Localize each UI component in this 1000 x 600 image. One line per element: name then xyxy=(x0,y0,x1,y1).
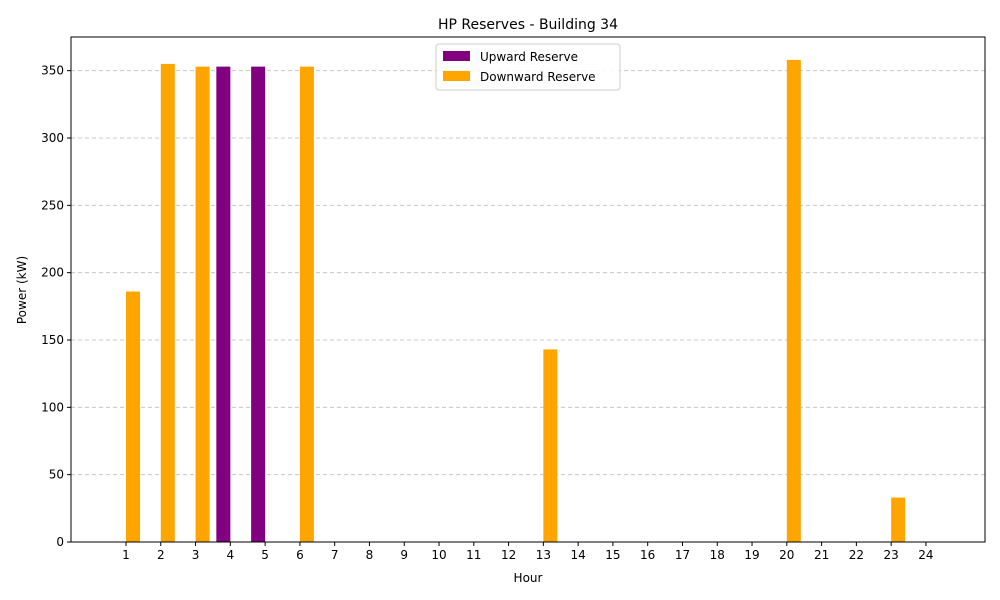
x-tick-label: 3 xyxy=(192,548,200,562)
x-tick-label: 1 xyxy=(122,548,130,562)
legend-label: Upward Reserve xyxy=(480,50,578,64)
x-tick-label: 2 xyxy=(157,548,165,562)
x-tick-label: 7 xyxy=(331,548,339,562)
x-tick-label: 13 xyxy=(536,548,551,562)
downward-reserve-bar xyxy=(299,66,314,543)
x-tick-label: 20 xyxy=(779,548,794,562)
y-tick-label: 300 xyxy=(41,131,64,145)
chart-title: HP Reserves - Building 34 xyxy=(438,17,618,33)
upward-reserve-bar xyxy=(216,66,231,543)
x-tick-label: 18 xyxy=(710,548,725,562)
x-tick-label: 19 xyxy=(744,548,759,562)
y-tick-label: 350 xyxy=(41,64,64,78)
downward-reserve-bar xyxy=(786,59,801,542)
downward-reserve-bar xyxy=(195,66,210,543)
x-tick-label: 23 xyxy=(884,548,899,562)
downward-reserve-bar xyxy=(543,349,558,542)
x-tick-label: 9 xyxy=(400,548,408,562)
x-tick-label: 11 xyxy=(466,548,481,562)
x-tick-label: 6 xyxy=(296,548,304,562)
x-tick-label: 12 xyxy=(501,548,516,562)
legend: Upward Reserve Downward Reserve xyxy=(435,43,621,91)
legend-swatch xyxy=(443,71,470,81)
legend-swatch xyxy=(443,51,470,61)
y-tick-label: 50 xyxy=(49,468,64,482)
legend-box xyxy=(435,43,621,91)
upward-reserve-bar xyxy=(251,66,266,543)
downward-reserve-bar xyxy=(160,63,175,542)
x-tick-label: 14 xyxy=(570,548,585,562)
y-axis-label: Power (kW) xyxy=(15,256,29,324)
x-tick-label: 15 xyxy=(605,548,620,562)
x-axis-ticks: 1 2 3 4 5 6 7 8 9 10 11 12 13 14 15 16 17 18 19 20 21 22 23 24 xyxy=(122,542,934,562)
y-tick-label: 100 xyxy=(41,400,64,414)
y-axis-ticks: 0 50 100 150 200 250 300 350 xyxy=(41,64,71,549)
downward-reserve-bar xyxy=(891,497,906,542)
x-tick-label: 4 xyxy=(227,548,235,562)
x-tick-label: 8 xyxy=(366,548,374,562)
y-tick-label: 0 xyxy=(56,535,64,549)
x-tick-label: 21 xyxy=(814,548,829,562)
x-tick-label: 24 xyxy=(918,548,933,562)
x-tick-label: 10 xyxy=(431,548,446,562)
x-tick-label: 5 xyxy=(261,548,269,562)
y-tick-label: 150 xyxy=(41,333,64,347)
x-tick-label: 22 xyxy=(849,548,864,562)
y-tick-label: 250 xyxy=(41,198,64,212)
x-tick-label: 16 xyxy=(640,548,655,562)
y-tick-label: 200 xyxy=(41,266,64,280)
x-tick-label: 17 xyxy=(675,548,690,562)
downward-reserve-bar xyxy=(126,291,140,542)
x-axis-label: Hour xyxy=(514,571,543,585)
bars xyxy=(126,59,906,543)
plot-frame xyxy=(70,36,986,543)
legend-label: Downward Reserve xyxy=(480,70,596,84)
